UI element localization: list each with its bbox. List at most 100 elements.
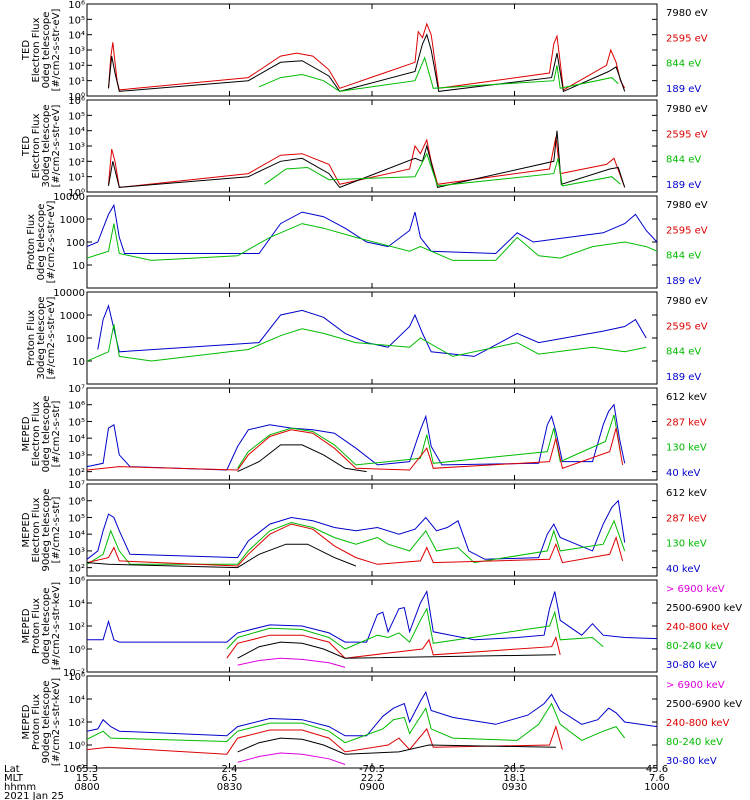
series-line xyxy=(108,130,626,189)
legend-entry: 7980 eV xyxy=(666,296,708,307)
y-axis-label-line: [#/cm2-s-str-eV] xyxy=(51,9,62,92)
y-tick-label: 10⁰ xyxy=(68,92,85,103)
legend-entry: 844 eV xyxy=(666,347,701,358)
legend-entry: 189 eV xyxy=(666,84,701,95)
y-axis-label-line: 30deg telescope xyxy=(41,104,52,187)
y-tick-label: 10⁶ xyxy=(68,497,85,508)
legend-entry: 240-800 keV xyxy=(666,622,730,633)
y-tick-label: 10² xyxy=(68,61,85,72)
y-axis-label-line: MEPED xyxy=(21,704,32,739)
legend-entry: 2595 eV xyxy=(666,225,708,236)
series-group xyxy=(87,690,657,765)
series-line xyxy=(87,403,626,471)
y-tick-label: 10³ xyxy=(68,547,85,558)
y-axis-label-line: Proton Flux xyxy=(26,310,37,366)
y-axis-label-line: 90deg telescope xyxy=(41,488,52,571)
series-line xyxy=(258,56,619,92)
series-line xyxy=(87,427,624,471)
y-tick-label: 10³ xyxy=(68,451,85,462)
y-axis-label-line: TED xyxy=(21,136,32,157)
series-group xyxy=(108,130,626,189)
y-tick-label: 10⁵ xyxy=(68,15,85,26)
y-tick-label: 10⁵ xyxy=(68,111,85,122)
panel-frame xyxy=(86,387,658,481)
y-tick-label: 10² xyxy=(68,157,85,168)
legend-entry: 287 keV xyxy=(666,417,707,428)
y-axis-label-line: 0deg telescope xyxy=(41,396,52,473)
y-tick-label: 10⁵ xyxy=(68,513,85,524)
y-tick-label: 10³ xyxy=(68,142,85,153)
series-line xyxy=(237,737,556,755)
y-axis-label-line: 0deg telescope xyxy=(41,588,52,665)
y-axis-label-line: Electron Flux xyxy=(31,17,42,82)
y-tick-label: 10⁴ xyxy=(68,599,85,610)
legend-entry: 80-240 keV xyxy=(666,737,723,748)
y-axis-label-line: TED xyxy=(21,40,32,61)
x-tick-label-lat: 2.4 xyxy=(222,764,238,775)
legend-entry: 844 eV xyxy=(666,59,701,70)
panel-3: 10 100 1000 10000 Proton Flux 0deg telescope[… xyxy=(26,192,708,289)
y-axis-label-line: Electron Flux xyxy=(31,113,42,178)
legend-entry: 844 eV xyxy=(666,155,701,166)
series-line xyxy=(87,690,657,737)
y-tick-label: 10⁵ xyxy=(68,417,85,428)
series-line xyxy=(87,523,624,567)
legend-entry: 2595 eV xyxy=(666,33,708,44)
series-group xyxy=(87,403,626,473)
series-line xyxy=(226,607,604,650)
x-tick-label-mlt: 18.1 xyxy=(503,773,525,784)
legend-entry: 80-240 keV xyxy=(666,641,723,652)
y-axis-label-line: MEPED xyxy=(21,512,32,547)
series-line xyxy=(237,641,556,659)
legend-entry: 7980 eV xyxy=(666,200,708,211)
series-line xyxy=(226,634,561,659)
y-tick-label: 10⁻² xyxy=(63,668,85,679)
legend-entry: 189 eV xyxy=(666,372,701,383)
y-tick-label: 1000 xyxy=(60,311,85,322)
y-axis-label-line: [#/cm2-s-str-eV] xyxy=(51,105,62,188)
y-tick-label: 10000 xyxy=(53,288,85,299)
y-tick-label: 10⁷ xyxy=(68,384,85,395)
series-line xyxy=(108,33,626,93)
y-axis-label-line: [#/cm2-s-str] xyxy=(51,496,62,563)
x-tick-label-hhmm: 0830 xyxy=(217,782,242,793)
y-tick-label: 10³ xyxy=(68,46,85,57)
y-axis-label-line: MEPED xyxy=(21,608,32,643)
y-axis-label-line: Proton Flux xyxy=(26,214,37,270)
legend-entry: 130 keV xyxy=(666,539,707,550)
y-tick-label: 10⁶ xyxy=(68,0,85,11)
legend-entry: 7980 eV xyxy=(666,8,708,19)
series-line xyxy=(87,519,626,565)
x-tick-label-lat: 45.6 xyxy=(646,764,668,775)
legend-entry: 287 keV xyxy=(666,513,707,524)
series-line xyxy=(97,304,647,357)
legend-entry: 240-800 keV xyxy=(666,718,730,729)
x-tick-label-mlt: 7.6 xyxy=(649,773,665,784)
y-tick-label: 10² xyxy=(68,718,85,729)
y-tick-label: 10 xyxy=(72,357,85,368)
y-tick-label: 10⁶ xyxy=(68,576,85,587)
y-tick-label: 10¹ xyxy=(68,173,85,184)
x-tick-label-hhmm: 0900 xyxy=(359,782,384,793)
y-tick-label: 10⁻² xyxy=(63,764,85,775)
legend-entry: 30-80 keV xyxy=(666,660,717,671)
legend-entry: > 6900 keV xyxy=(666,584,725,595)
legend-entry: 612 keV xyxy=(666,392,707,403)
legend-entry: 2500-6900 keV xyxy=(666,699,742,710)
row-label-hhmm: hhmm xyxy=(4,782,36,793)
y-tick-label: 10⁶ xyxy=(68,401,85,412)
legend-entry: 7980 eV xyxy=(666,104,708,115)
series-line xyxy=(264,152,621,187)
y-tick-label: 10² xyxy=(68,468,85,479)
y-axis-label-line: Electron Flux xyxy=(31,497,42,562)
x-tick-label-hhmm: 0930 xyxy=(502,782,527,793)
legend-entry: 612 keV xyxy=(666,488,707,499)
series-line xyxy=(237,752,346,765)
row-label-mlt: MLT xyxy=(4,773,24,784)
y-tick-label: 10⁴ xyxy=(68,31,85,42)
y-tick-label: 10¹ xyxy=(68,77,85,88)
y-axis-label-line: Proton Flux xyxy=(31,694,42,750)
